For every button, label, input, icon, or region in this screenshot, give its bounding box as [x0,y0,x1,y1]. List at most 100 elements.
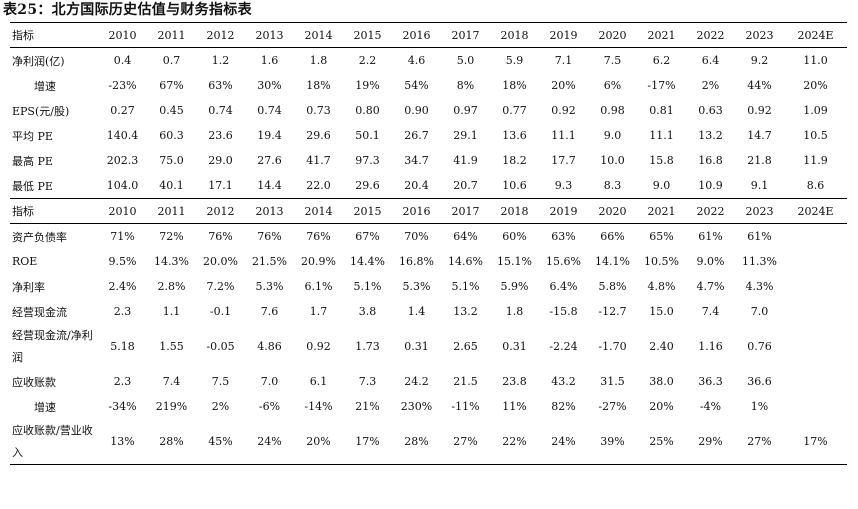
value-cell: 2.4% [108,280,137,293]
header-year-cell: 2013 [245,22,294,48]
table-header-row: 指标 2010 2011 2012 2013 2014 2015 2016 2017 2018 20… [10,198,847,224]
header-year-cell: 2020 [588,22,637,48]
header-year-cell: 2011 [147,22,196,48]
value-cell: 8.6 [784,173,847,199]
row-label: 增速 [34,79,56,93]
value-cell: 36.6 [747,375,772,388]
value-cell [784,324,847,369]
value-cell: 1.2 [211,54,230,67]
value-cell: 15.1% [497,255,532,268]
table-row: 应收账款 2.3 7.4 7.5 7.0 6.1 7.3 24.2 21.5 23.8 43.2 31… [10,369,847,394]
value-cell: 10.5% [644,255,679,268]
value-cell: 76% [306,230,331,243]
header-year-cell: 2019 [539,22,588,48]
value-cell: 76% [257,230,282,243]
value-cell: 28% [147,419,196,465]
value-cell: 31.5 [600,375,625,388]
value-cell: 1.16 [698,340,723,353]
value-cell: 0.77 [502,104,527,117]
value-cell: 14.7 [747,129,772,142]
header-label-cell: 指标 [10,22,98,48]
row-label: EPS(元/股) [12,104,70,118]
value-cell: 11.1 [551,129,576,142]
header-year-cell: 2021 [637,22,686,48]
value-cell: 72% [159,230,184,243]
value-cell: 8% [456,79,475,92]
value-cell: 7.0 [750,305,769,318]
value-cell: 20.4 [392,173,441,199]
value-cell: 61% [698,230,723,243]
value-cell: 9.3 [539,173,588,199]
value-cell: 1.73 [355,340,380,353]
value-cell: 7.5 [603,54,622,67]
value-cell: 15.6% [546,255,581,268]
value-cell: 3.8 [358,305,377,318]
value-cell: 0.90 [404,104,429,117]
value-cell: 26.7 [404,129,429,142]
value-cell: 21.5 [453,375,478,388]
value-cell: 29.6 [343,173,392,199]
value-cell: 11.3% [742,255,777,268]
value-cell: -14% [304,400,333,413]
value-cell: 19% [355,79,380,92]
table-row: 平均 PE 140.4 60.3 23.6 19.4 29.6 50.1 26.7 29.1 13… [10,123,847,148]
value-cell: 67% [355,230,380,243]
header-year-cell: 2018 [490,198,539,224]
value-cell: 11% [502,400,527,413]
value-cell: 67% [159,79,184,92]
value-cell: 10.9 [686,173,735,199]
value-cell: 17% [343,419,392,465]
value-cell: 19.4 [257,129,282,142]
value-cell: 6.2 [652,54,671,67]
row-label: ROE [12,255,38,268]
value-cell: 13% [98,419,147,465]
value-cell: -6% [258,400,281,413]
value-cell: 0.92 [747,104,772,117]
value-cell: 7.5 [211,375,230,388]
header-year-cell: 2024E [784,22,847,48]
value-cell: 7.2% [206,280,235,293]
value-cell: 4.7% [696,280,725,293]
value-cell: 13.2 [453,305,478,318]
value-cell: 2.3 [113,305,132,318]
value-cell: 0.92 [306,340,331,353]
header-year-cell: 2018 [490,22,539,48]
value-cell: 29% [686,419,735,465]
value-cell: 15.0 [649,305,674,318]
value-cell: 20% [551,79,576,92]
value-cell: 25% [637,419,686,465]
table-row: 最低 PE 104.0 40.1 17.1 14.4 22.0 29.6 20.4 20.7 10… [10,173,847,199]
value-cell: 5.3% [255,280,284,293]
value-cell: 6% [603,79,622,92]
value-cell: 10.6 [490,173,539,199]
value-cell: 0.73 [306,104,331,117]
value-cell: -4% [699,400,722,413]
value-cell: -1.70 [598,340,627,353]
value-cell: 50.1 [355,129,380,142]
value-cell: 22.0 [294,173,343,199]
header-year-cell: 2010 [98,22,147,48]
header-year-cell: 2014 [294,22,343,48]
value-cell: 9.1 [735,173,784,199]
value-cell: 15.8 [649,154,674,167]
row-label: 经营现金流/净利润 [12,328,93,364]
header-year-cell: 2023 [735,22,784,48]
value-cell: 0.31 [404,340,429,353]
value-cell: 0.45 [159,104,184,117]
value-cell: 18% [306,79,331,92]
value-cell: 9.5% [108,255,137,268]
value-cell: 1.8 [309,54,328,67]
value-cell: 5.9 [505,54,524,67]
value-cell: -2.24 [549,340,578,353]
table-row: ROE 9.5% 14.3% 20.0% 21.5% 20.9% 14.4% 16.8% 14.… [10,249,847,274]
value-cell: 34.7 [404,154,429,167]
row-label: 资产负债率 [12,230,67,244]
value-cell: -27% [598,400,627,413]
row-label: 净利润(亿) [12,54,65,68]
value-cell: 0.80 [355,104,380,117]
value-cell: 2.2 [358,54,377,67]
value-cell: 0.81 [649,104,674,117]
row-label: 最低 PE [10,173,98,199]
value-cell: 24.2 [404,375,429,388]
value-cell: 11.0 [803,54,828,67]
